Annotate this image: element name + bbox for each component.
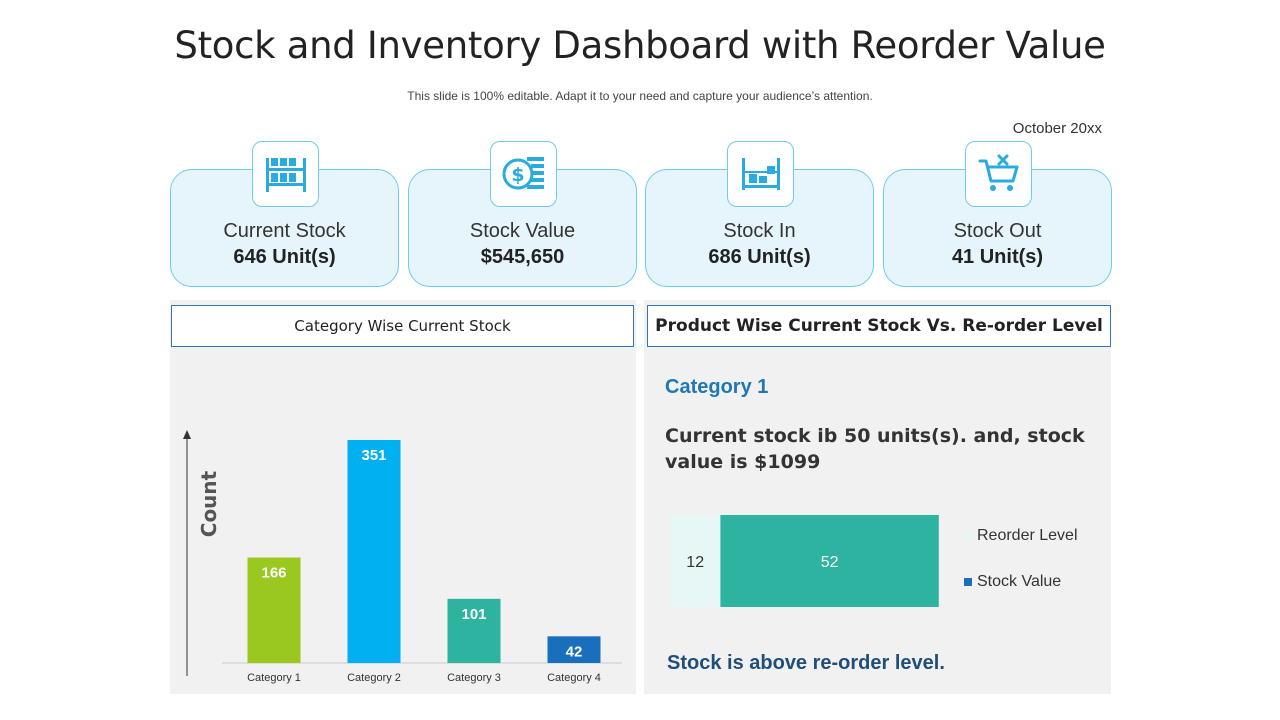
shelf-icon — [252, 141, 319, 207]
kpi-card-current-stock: Current Stock 646 Unit(s) — [170, 141, 399, 287]
kpi-value: 686 Unit(s) — [708, 246, 811, 268]
kpi-card-stock-in: Stock In 686 Unit(s) — [645, 141, 874, 287]
stock-description: Current stock ib 50 units(s). and, stock… — [665, 425, 1085, 473]
reorder-bar-chart: 12 52 — [670, 515, 939, 607]
kpi-label: Stock In — [723, 220, 796, 242]
category-tick-label: Category 3 — [447, 672, 501, 684]
kpi-label: Stock Out — [953, 220, 1042, 242]
bar-4 — [547, 636, 601, 663]
hbar-value-label: 52 — [821, 554, 839, 571]
kpi-value: $545,650 — [480, 246, 565, 268]
legend-label: Stock Value — [977, 573, 1062, 590]
category-tick-label: Category 1 — [247, 672, 301, 684]
category-tick-label: Category 2 — [347, 672, 401, 684]
hbar-segment-1 — [670, 515, 721, 607]
category-stock-header: Category Wise Current Stock — [171, 305, 634, 347]
storage-shelf-icon — [727, 141, 794, 207]
y-axis-arrowhead — [183, 430, 191, 439]
kpi-card-stock-value: $ Stock Value $545,650 — [408, 141, 637, 287]
y-axis-label: Count — [197, 470, 221, 537]
bar-value-label: 166 — [261, 565, 286, 582]
kpi-card-stock-out: Stock Out 41 Unit(s) — [883, 141, 1112, 287]
kpi-value: 646 Unit(s) — [233, 246, 336, 268]
category-tick-label: Category 4 — [547, 672, 601, 684]
bar-2 — [347, 440, 401, 663]
kpi-value: 41 Unit(s) — [951, 246, 1044, 268]
product-stock-header: Product Wise Current Stock Vs. Re-order … — [647, 305, 1111, 347]
legend-swatch — [964, 578, 972, 586]
product-stock-panel — [644, 300, 1111, 694]
legend-label: Reorder Level — [977, 527, 1078, 544]
legend-reorder-level: Reorder Level — [964, 527, 1078, 545]
kpi-label: Current Stock — [223, 220, 346, 242]
legend-swatch — [964, 532, 972, 540]
bar-3 — [447, 598, 501, 663]
reorder-status-note: Stock is above re-order level. — [667, 652, 945, 674]
kpi-label: Stock Value — [469, 220, 576, 242]
page-subtitle: This slide is 100% editable. Adapt it to… — [407, 89, 873, 103]
hbar-segment-2 — [720, 515, 939, 607]
bar-1 — [247, 557, 301, 663]
hbar-value-label: 12 — [686, 554, 704, 571]
bar-value-label: 101 — [461, 606, 486, 623]
legend-stock-value: Stock Value — [964, 573, 1061, 591]
dollar-coins-icon: $ — [490, 141, 557, 207]
category-title: Category 1 — [665, 376, 769, 398]
cart-remove-icon — [965, 141, 1032, 207]
page-title: Stock and Inventory Dashboard with Reord… — [174, 24, 1106, 67]
svg-text:$: $ — [511, 164, 524, 186]
date-label: October 20xx — [1012, 120, 1102, 137]
bar-value-label: 351 — [361, 447, 386, 464]
bar-value-label: 42 — [566, 643, 583, 660]
category-bar-chart: Count 166 Category 1 351 Category 2 101 Categ… — [183, 430, 622, 684]
